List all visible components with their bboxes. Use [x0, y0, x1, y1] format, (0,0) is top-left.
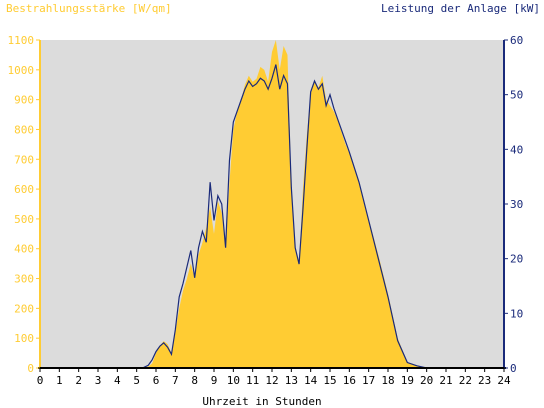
x-tick-label: 3: [95, 374, 102, 387]
x-tick-label: 18: [381, 374, 394, 387]
x-tick-label: 19: [401, 374, 414, 387]
x-tick-label: 8: [191, 374, 198, 387]
irradiance-area: [40, 40, 504, 368]
right-tick-label: 30: [510, 198, 523, 211]
left-tick-label: 800: [14, 123, 34, 136]
x-tick-label: 0: [37, 374, 44, 387]
x-tick-label: 16: [343, 374, 356, 387]
x-tick-label: 13: [285, 374, 298, 387]
left-tick-label: 1100: [8, 34, 35, 47]
x-tick-label: 1: [56, 374, 63, 387]
right-axis-title: Leistung der Anlage [kW]: [381, 2, 540, 15]
x-tick-label: 4: [114, 374, 121, 387]
x-tick-label: 9: [211, 374, 218, 387]
left-axis-title: Bestrahlungsstärke [W/qm]: [6, 2, 172, 15]
left-tick-label: 1000: [8, 64, 35, 77]
power-line: [40, 64, 504, 369]
x-tick-label: 23: [478, 374, 491, 387]
left-tick-label: 100: [14, 332, 34, 345]
right-tick-label: 0: [510, 362, 517, 375]
right-tick-label: 20: [510, 253, 523, 266]
x-tick-label: 11: [246, 374, 259, 387]
x-axis-title: Uhrzeit in Stunden: [202, 395, 321, 408]
x-tick-label: 10: [227, 374, 240, 387]
x-tick-label: 20: [420, 374, 433, 387]
left-tick-label: 700: [14, 153, 34, 166]
left-tick-label: 200: [14, 302, 34, 315]
x-tick-label: 15: [323, 374, 336, 387]
x-tick-label: 17: [362, 374, 375, 387]
left-tick-label: 500: [14, 213, 34, 226]
right-tick-label: 40: [510, 143, 523, 156]
left-tick-label: 400: [14, 243, 34, 256]
x-tick-label: 24: [497, 374, 511, 387]
left-tick-label: 900: [14, 94, 34, 107]
x-tick-label: 21: [439, 374, 452, 387]
left-tick-label: 0: [27, 362, 34, 375]
x-tick-label: 14: [304, 374, 318, 387]
x-tick-label: 6: [153, 374, 160, 387]
x-tick-label: 2: [75, 374, 82, 387]
right-tick-label: 10: [510, 307, 523, 320]
left-tick-label: 300: [14, 273, 34, 286]
right-tick-label: 50: [510, 89, 523, 102]
right-tick-label: 60: [510, 34, 523, 47]
x-tick-label: 12: [265, 374, 278, 387]
x-tick-label: 5: [133, 374, 140, 387]
x-tick-label: 22: [459, 374, 472, 387]
left-tick-label: 600: [14, 183, 34, 196]
x-tick-label: 7: [172, 374, 179, 387]
